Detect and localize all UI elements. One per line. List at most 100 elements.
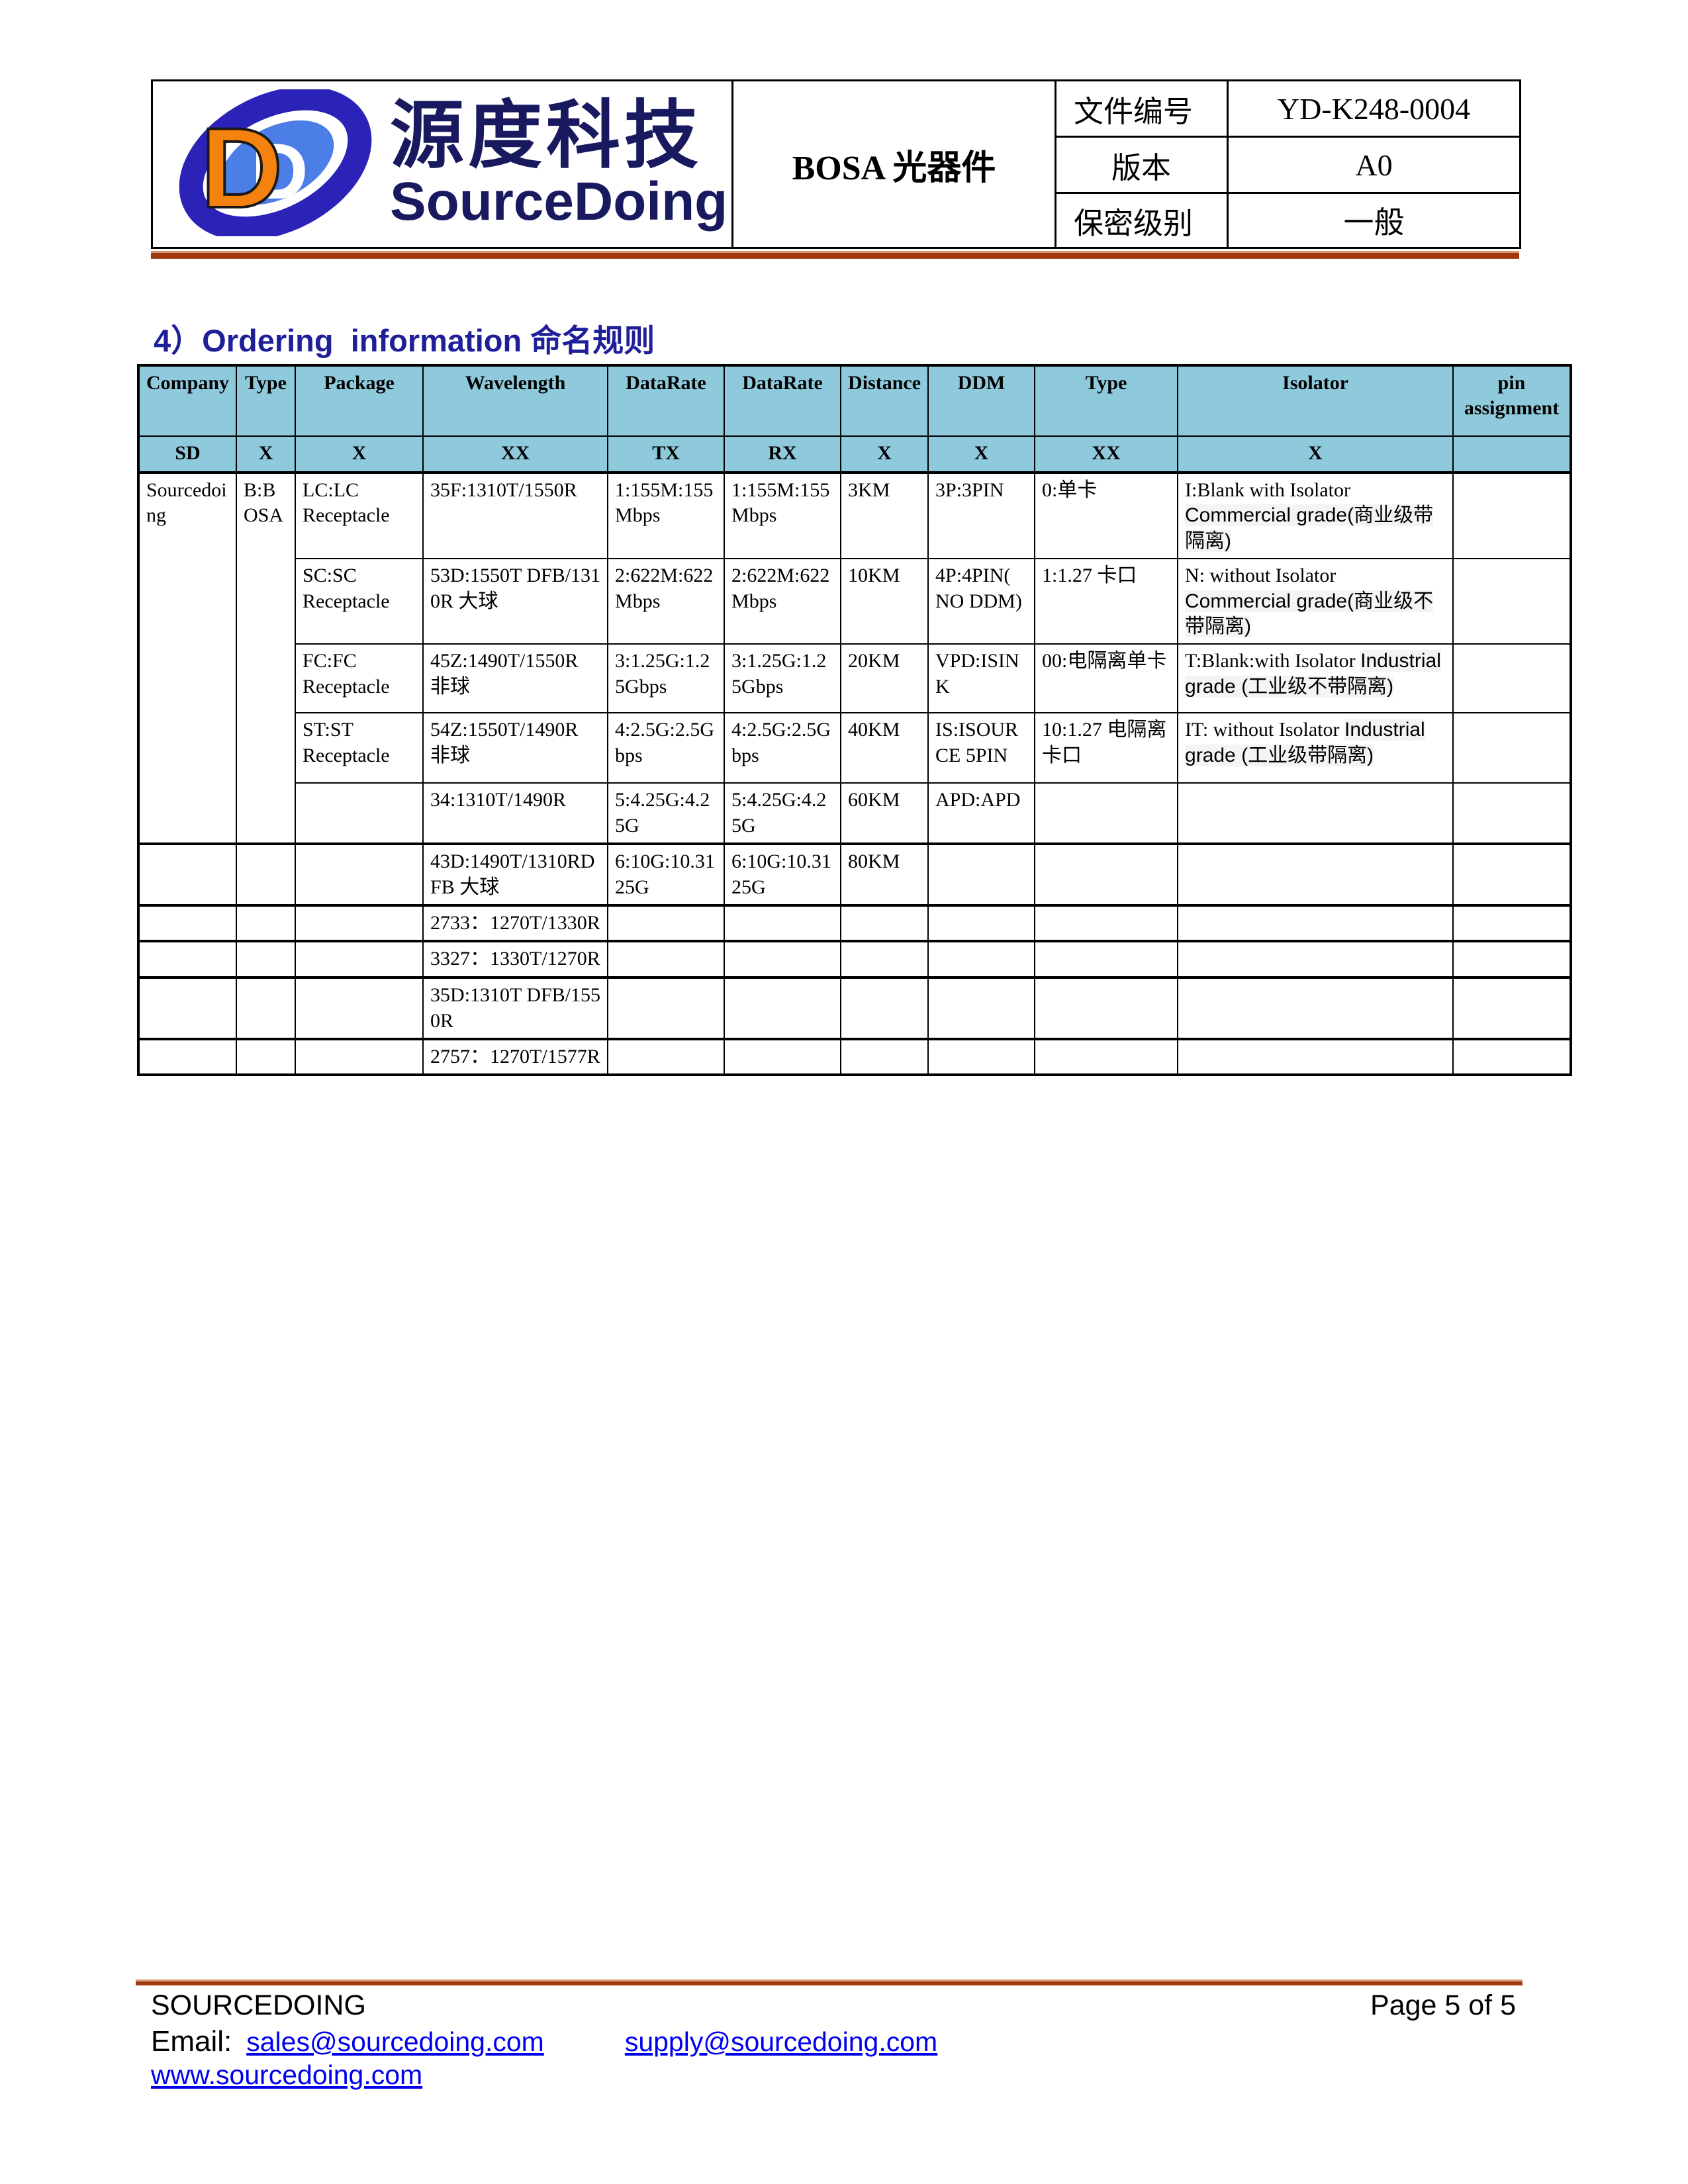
cell-package: SC:SC Receptacle	[295, 558, 424, 645]
cell-distance	[840, 903, 929, 942]
cell-type2: 1:1.27 卡口	[1034, 558, 1179, 645]
cell-wavelength: 43D:1490T/1310RDFB 大球	[422, 842, 609, 906]
cell-type	[236, 976, 297, 1040]
table-row: 2757：1270T/1577R	[137, 1038, 1572, 1076]
cell-package	[295, 903, 424, 942]
column-header-type2: Type	[1034, 365, 1179, 437]
cell-rx: 3:1.25G:1.25Gbps	[724, 643, 842, 714]
confidentiality-value: 一般	[1227, 192, 1521, 249]
ordering-information-table: Company Type Package Wavelength DataRate…	[137, 364, 1573, 1077]
column-header-package: Package	[295, 365, 424, 437]
cell-tx	[607, 903, 726, 942]
column-header-type: Type	[236, 365, 297, 437]
cell-tx: 4:2.5G:2.5Gbps	[607, 712, 726, 784]
footer-email-row: Email: sales@sourcedoing.com supply@sour…	[151, 2025, 937, 2058]
code-cell: X	[927, 435, 1036, 474]
cell-isolator	[1177, 782, 1454, 845]
cell-package	[295, 940, 424, 979]
cell-distance	[840, 976, 929, 1040]
table-row: 2733：1270T/1330R	[137, 903, 1572, 942]
cell-package	[295, 842, 424, 906]
cell-wavelength: 2733：1270T/1330R	[422, 903, 609, 942]
version-label: 版本	[1055, 136, 1229, 194]
cell-package: ST:ST Receptacle	[295, 712, 424, 784]
table-row: SC:SC Receptacle 53D:1550T DFB/1310R 大球 …	[138, 558, 1572, 645]
cell-rx	[724, 940, 842, 979]
svg-text:D: D	[201, 105, 283, 232]
footer-company-row: SOURCEDOING Page 5 of 5	[151, 1989, 1516, 2022]
cell-rx: 6:10G:10.3125G	[724, 842, 842, 906]
cell-rx: 5:4.25G:4.25G	[724, 782, 842, 845]
cell-pin	[1452, 471, 1572, 560]
code-cell: XX	[1034, 435, 1179, 474]
cell-company	[137, 1038, 238, 1076]
cell-pin	[1452, 558, 1572, 645]
email-link-sales[interactable]: sales@sourcedoing.com	[246, 2026, 544, 2057]
cell-ddm: 4P:4PIN( NO DDM)	[927, 558, 1036, 645]
cell-package: FC:FC Receptacle	[295, 643, 424, 714]
cell-type2	[1034, 903, 1179, 942]
cell-ddm: IS:ISOURCE 5PIN	[927, 712, 1036, 784]
cell-tx: 3:1.25G:1.25Gbps	[607, 643, 726, 714]
cell-pin	[1452, 1038, 1572, 1076]
cell-wavelength: 53D:1550T DFB/1310R 大球	[422, 558, 609, 645]
table-row: ST:ST Receptacle 54Z:1550T/1490R 非球 4:2.…	[138, 712, 1572, 784]
cell-type	[236, 1038, 297, 1076]
cell-type	[236, 940, 297, 979]
section-title-cn: 命名规则	[530, 324, 655, 359]
cell-package	[295, 782, 424, 845]
cell-rx	[724, 903, 842, 942]
cell-tx: 1:155M:155Mbps	[607, 471, 726, 560]
column-header-company: Company	[137, 365, 238, 437]
cell-wavelength: 2757：1270T/1577R	[422, 1038, 609, 1076]
cell-tx: 5:4.25G:4.25G	[607, 782, 726, 845]
website-link[interactable]: www.sourcedoing.com	[151, 2060, 423, 2090]
cell-tx	[607, 1038, 726, 1076]
section-number: 4）	[154, 323, 203, 358]
footer-divider-rule	[136, 1979, 1523, 1985]
code-cell	[1452, 435, 1572, 474]
cell-pin	[1452, 643, 1572, 714]
cell-distance	[840, 1038, 929, 1076]
confidentiality-label: 保密级别	[1055, 192, 1229, 249]
cell-tx	[607, 940, 726, 979]
cell-ddm	[927, 1038, 1036, 1076]
cell-isolator: I:Blank with Isolator Commercial grade(商…	[1177, 471, 1454, 560]
cell-rx: 4:2.5G:2.5Gbps	[724, 712, 842, 784]
cell-type2	[1034, 782, 1179, 845]
document-header-table: D D 源度科技 SourceDoing BOSA 光器件 文件编号 YD-K2…	[151, 79, 1521, 249]
cell-wavelength: 54Z:1550T/1490R 非球	[422, 712, 609, 784]
cell-ddm	[927, 940, 1036, 979]
cell-ddm: 3P:3PIN	[927, 471, 1036, 560]
code-cell: RX	[724, 435, 842, 474]
cell-isolator: T:Blank:with Isolator Industrial grade (…	[1177, 643, 1454, 714]
cell-distance: 80KM	[840, 842, 929, 906]
column-header-wavelength: Wavelength	[422, 365, 609, 437]
brand-name-english: SourceDoing	[390, 171, 728, 232]
cell-distance: 60KM	[840, 782, 929, 845]
table-header-row: Company Type Package Wavelength DataRate…	[137, 365, 1572, 437]
cell-type2	[1034, 940, 1179, 979]
cell-package: LC:LC Receptacle	[295, 471, 424, 560]
cell-distance: 10KM	[840, 558, 929, 645]
cell-rx: 2:622M:622Mbps	[724, 558, 842, 645]
logo-cell: D D 源度科技 SourceDoing	[151, 79, 733, 249]
cell-isolator	[1177, 940, 1454, 979]
email-link-supply[interactable]: supply@sourcedoing.com	[624, 2026, 938, 2057]
cell-pin	[1452, 842, 1572, 906]
column-header-pin-assignment: pin assignment	[1452, 365, 1572, 437]
cell-distance: 3KM	[840, 471, 929, 560]
cell-isolator	[1177, 1038, 1454, 1076]
cell-pin	[1452, 782, 1572, 845]
cell-wavelength: 3327：1330T/1270R	[422, 940, 609, 979]
code-cell: TX	[607, 435, 726, 474]
cell-distance	[840, 940, 929, 979]
cell-isolator	[1177, 842, 1454, 906]
cell-type	[236, 903, 297, 942]
code-cell: SD	[137, 435, 238, 474]
brand-name-chinese: 源度科技	[390, 95, 702, 178]
cell-pin	[1452, 903, 1572, 942]
column-header-datarate-rx: DataRate	[724, 365, 842, 437]
cell-company	[137, 903, 238, 942]
table-row: 3327：1330T/1270R	[137, 940, 1572, 979]
